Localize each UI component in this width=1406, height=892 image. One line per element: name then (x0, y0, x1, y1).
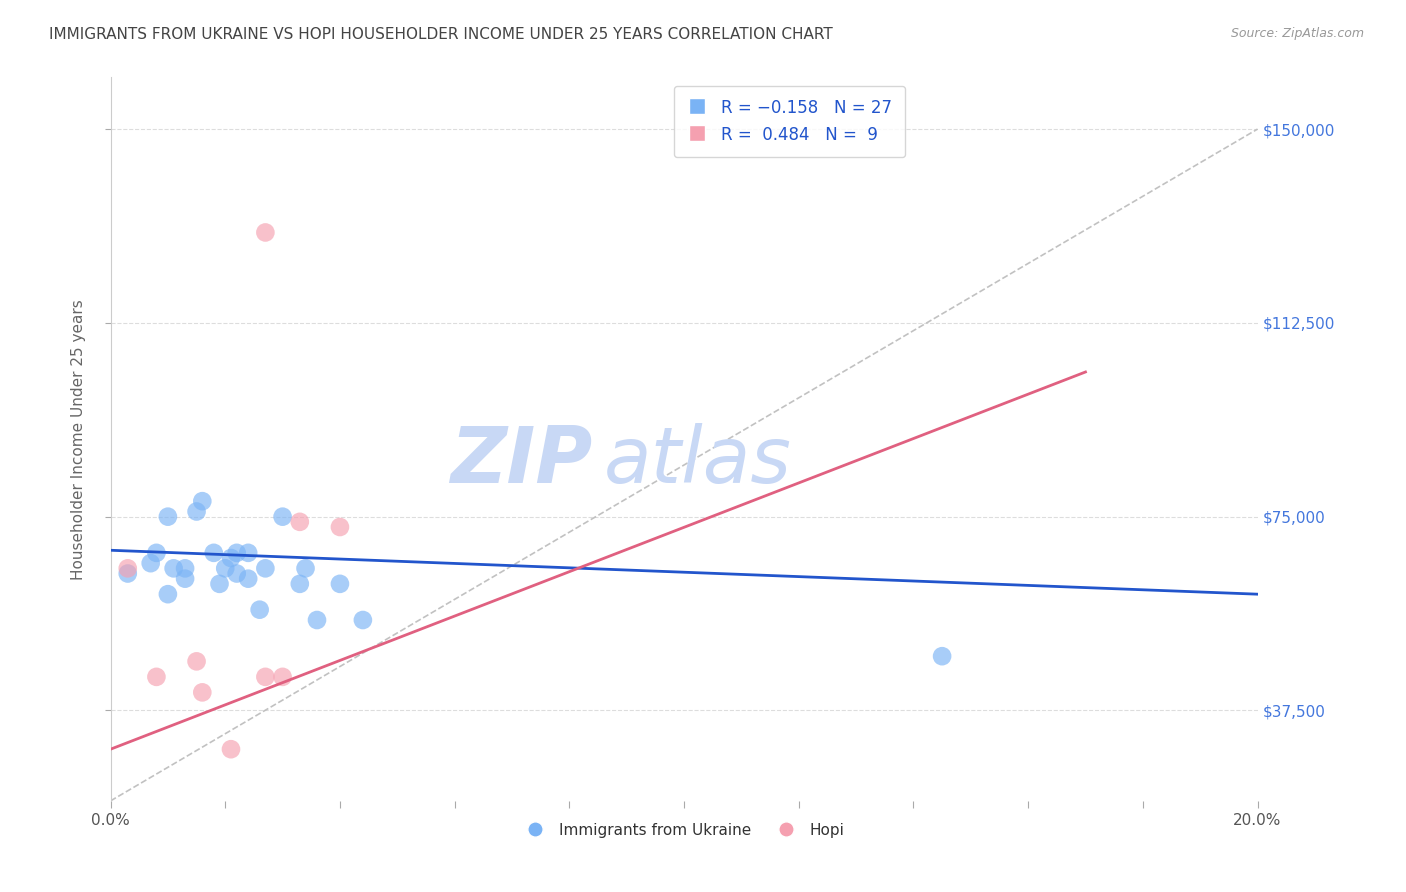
Text: IMMIGRANTS FROM UKRAINE VS HOPI HOUSEHOLDER INCOME UNDER 25 YEARS CORRELATION CH: IMMIGRANTS FROM UKRAINE VS HOPI HOUSEHOL… (49, 27, 832, 42)
Point (288, 577, 311, 591)
Point (145, 670, 167, 684)
Point (174, 561, 197, 575)
Point (254, 561, 277, 575)
Point (329, 520, 352, 534)
Point (117, 561, 139, 575)
Point (174, 572, 197, 586)
Point (254, 670, 277, 684)
Point (225, 566, 247, 581)
Point (238, 546, 260, 560)
Legend: Immigrants from Ukraine, Hopi: Immigrants from Ukraine, Hopi (517, 817, 851, 844)
Point (288, 515, 311, 529)
Point (191, 494, 214, 508)
Point (249, 603, 271, 617)
Point (238, 572, 260, 586)
Point (208, 577, 231, 591)
Point (219, 551, 242, 566)
Point (139, 556, 162, 570)
Point (156, 587, 179, 601)
Point (271, 509, 294, 524)
Point (156, 509, 179, 524)
Text: ZIP: ZIP (450, 423, 592, 499)
Point (352, 613, 374, 627)
Point (202, 546, 225, 560)
Point (931, 649, 953, 664)
Point (329, 577, 352, 591)
Point (186, 504, 208, 518)
Point (145, 546, 167, 560)
Point (294, 561, 316, 575)
Point (214, 561, 236, 575)
Point (162, 561, 184, 575)
Text: Source: ZipAtlas.com: Source: ZipAtlas.com (1230, 27, 1364, 40)
Y-axis label: Householder Income Under 25 years: Householder Income Under 25 years (72, 299, 86, 580)
Point (117, 566, 139, 581)
Point (191, 685, 214, 699)
Point (271, 670, 294, 684)
Point (219, 742, 242, 756)
Point (254, 226, 277, 240)
Point (225, 546, 247, 560)
Point (186, 654, 208, 668)
Point (305, 613, 328, 627)
Text: atlas: atlas (603, 423, 792, 499)
